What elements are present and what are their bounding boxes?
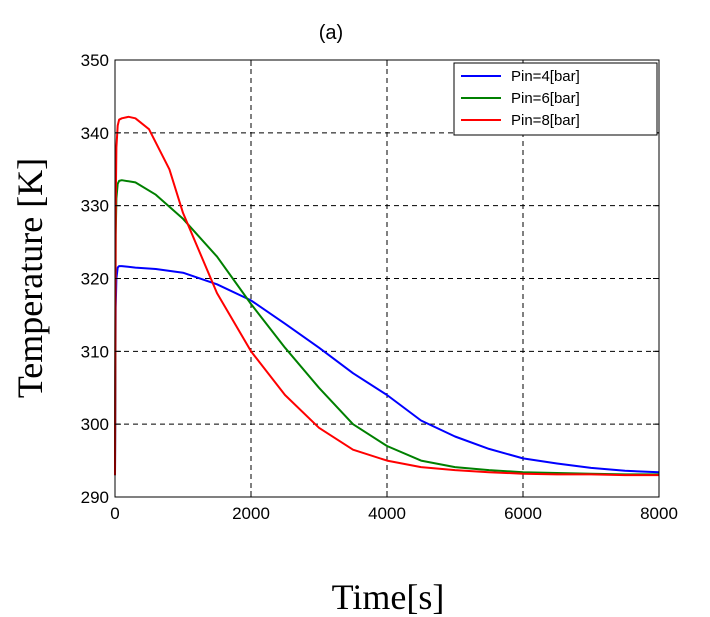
y-tick-label: 340 xyxy=(81,124,109,143)
x-tick-label: 8000 xyxy=(640,504,678,523)
chart-title: (a) xyxy=(319,22,343,44)
series-lines xyxy=(114,115,660,477)
y-tick-label: 310 xyxy=(81,342,109,361)
legend-label-1: Pin=4[bar] xyxy=(511,68,580,85)
x-tick-label: 0 xyxy=(110,504,119,523)
y-tick-label: 350 xyxy=(81,51,109,70)
series-line-1 xyxy=(114,265,660,476)
y-tick-label: 330 xyxy=(81,197,109,216)
x-tick-label: 4000 xyxy=(368,504,406,523)
axis-ticks: 0 2000 4000 6000 8000 290 300 310 320 330 340 350 xyxy=(81,51,678,523)
legend-label-2: Pin=6[bar] xyxy=(511,90,580,107)
y-tick-label: 290 xyxy=(81,488,109,507)
x-tick-label: 2000 xyxy=(232,504,270,523)
y-tick-label: 300 xyxy=(81,415,109,434)
x-tick-label: 6000 xyxy=(504,504,542,523)
y-axis-title: Temperature [K] xyxy=(10,158,50,398)
y-tick-label: 320 xyxy=(81,270,109,289)
series-line-2 xyxy=(114,179,659,476)
legend: Pin=4[bar] Pin=6[bar] Pin=8[bar] xyxy=(453,62,658,136)
x-axis-title: Time[s] xyxy=(332,577,445,617)
legend-label-3: Pin=8[bar] xyxy=(511,112,580,129)
series-line-3 xyxy=(114,115,659,477)
